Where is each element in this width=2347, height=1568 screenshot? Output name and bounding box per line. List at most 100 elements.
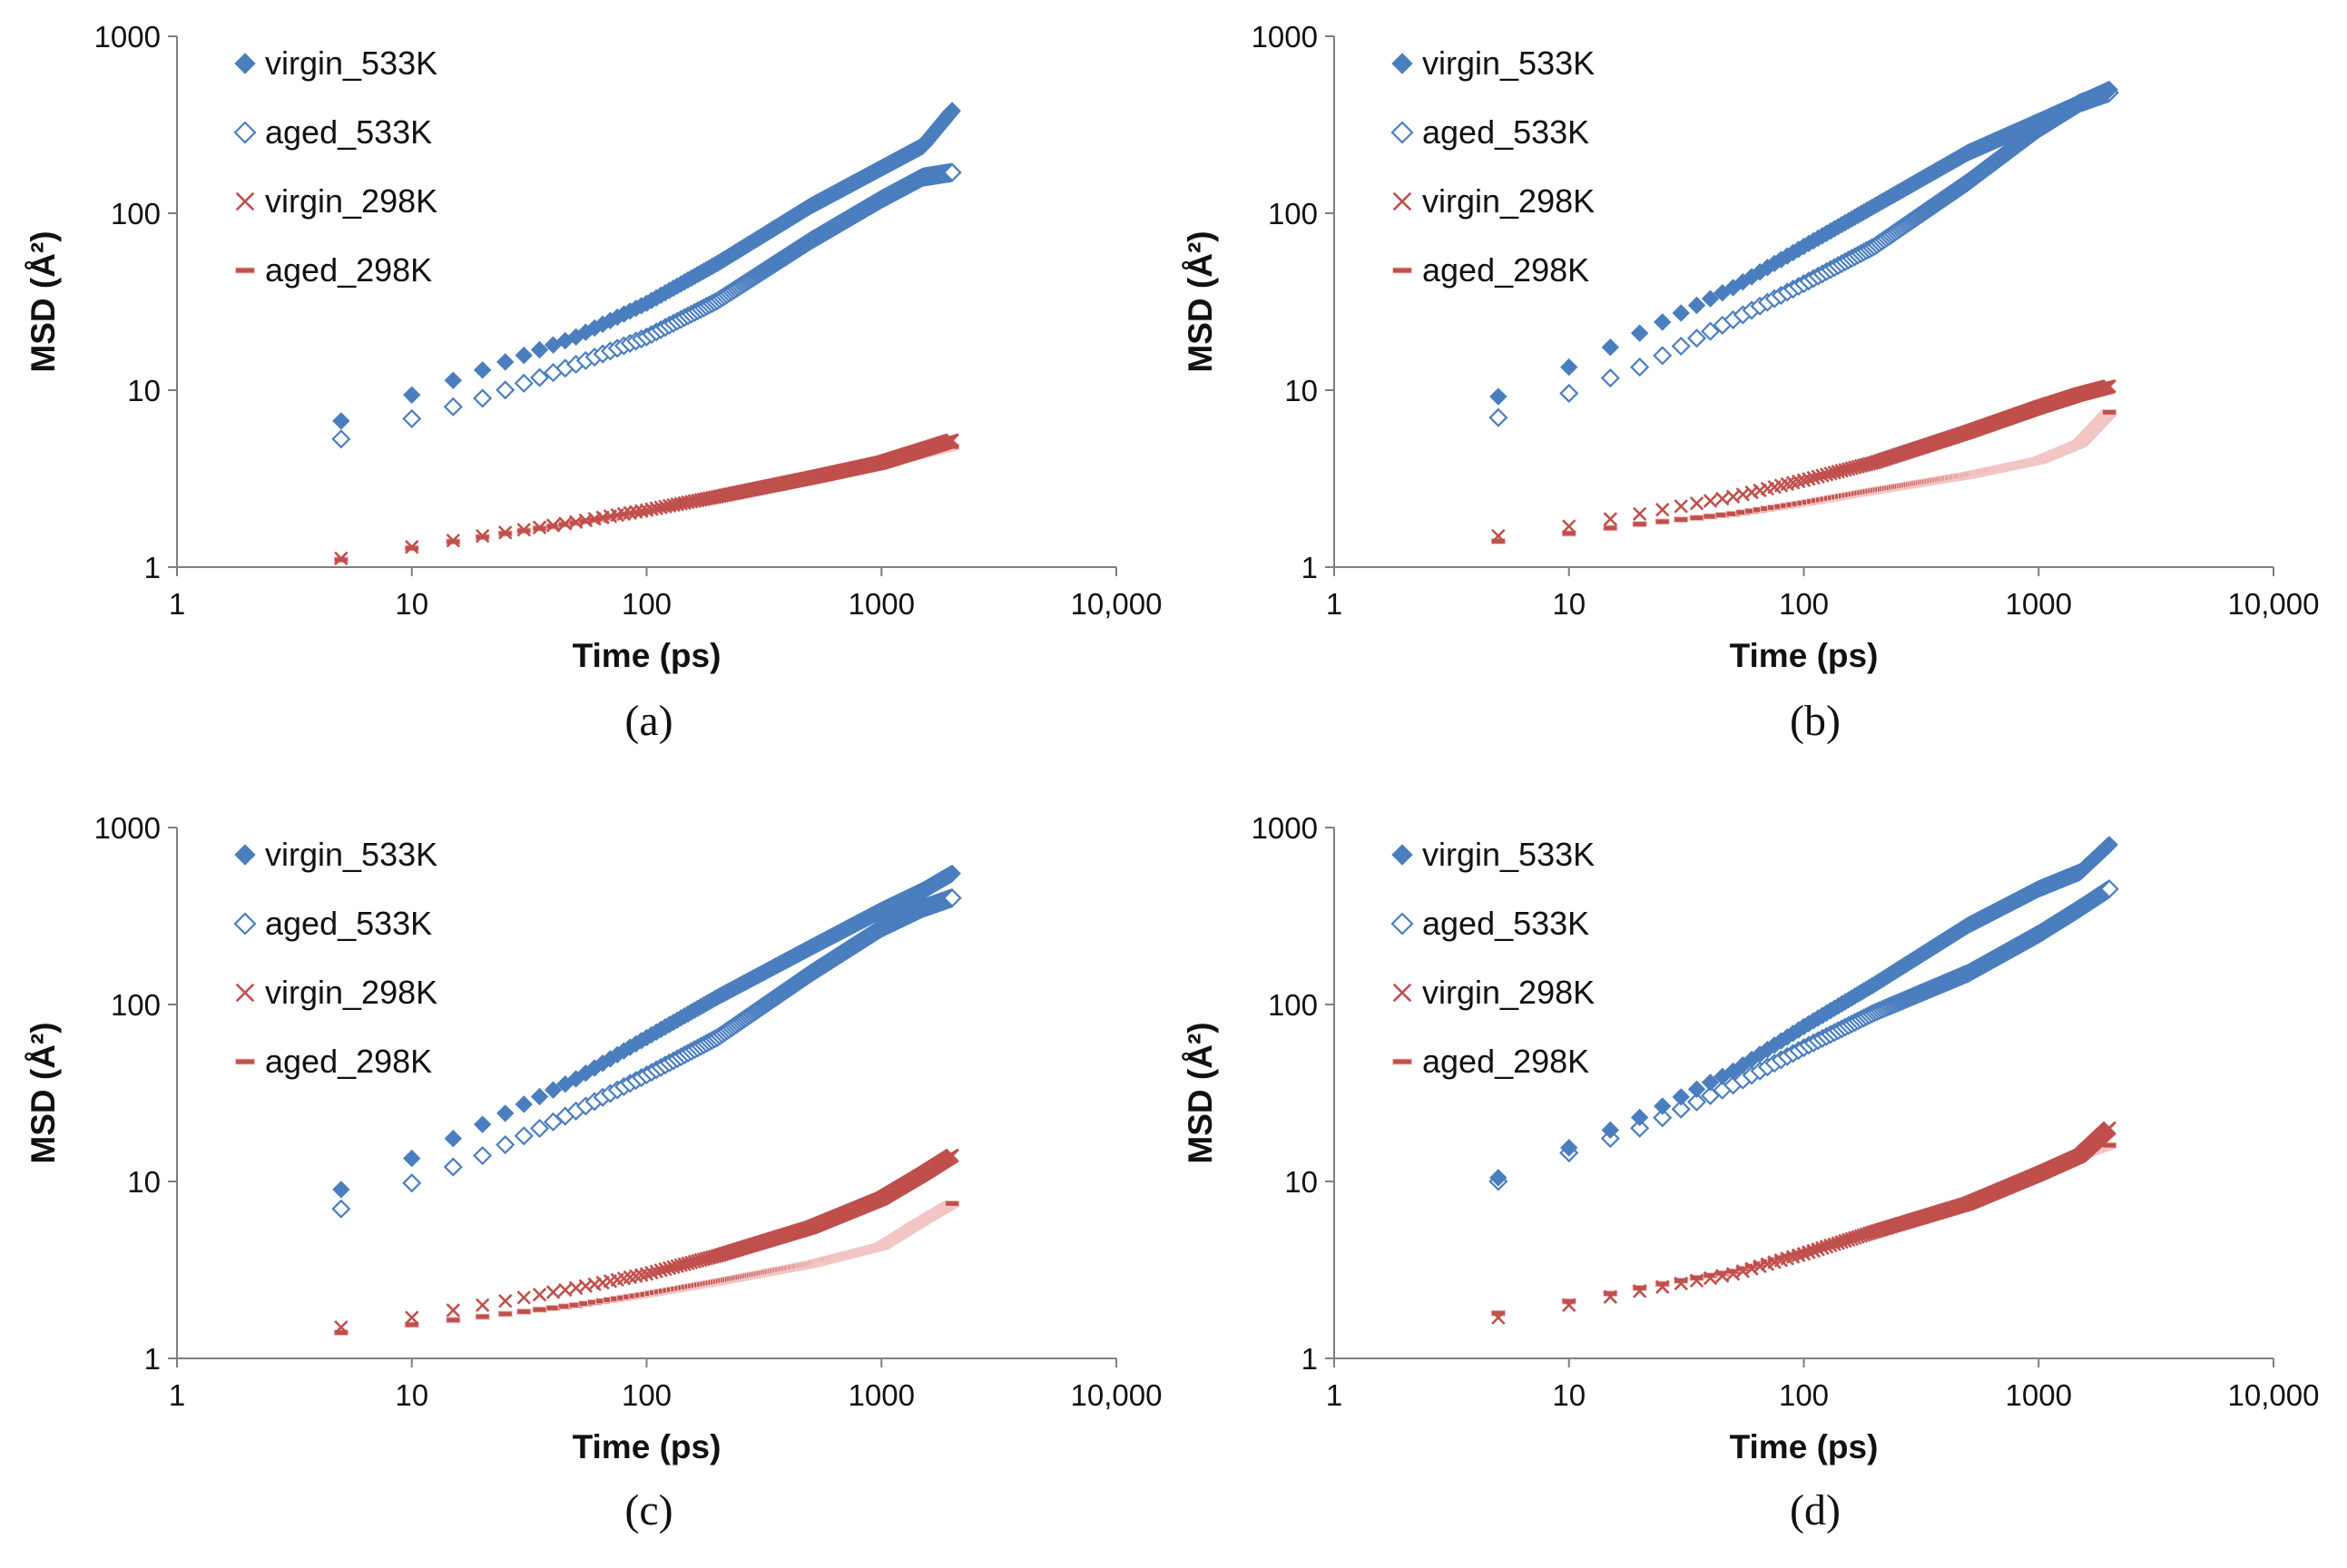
data-point	[446, 1317, 461, 1324]
x-tick-label: 1000	[2006, 587, 2072, 621]
legend-marker-aged_298K	[1392, 267, 1412, 274]
data-point	[1653, 346, 1673, 366]
x-tick-label: 1000	[849, 587, 915, 621]
data-point	[443, 397, 463, 416]
data-point	[1601, 338, 1620, 357]
data-point	[530, 340, 549, 359]
x-tick-label: 1	[169, 1378, 185, 1412]
data-point	[497, 1293, 513, 1308]
legend-marker-aged_533K	[1390, 121, 1414, 144]
legend-marker-aged_298K	[235, 267, 255, 274]
data-point	[473, 1145, 493, 1166]
data-point	[516, 1308, 532, 1315]
data-point	[516, 523, 531, 537]
data-point	[1600, 368, 1620, 388]
data-point	[496, 353, 515, 371]
data-point	[942, 162, 962, 182]
legend-marker-virgin_298K	[235, 983, 255, 1003]
x-tick-label: 10	[1552, 1378, 1586, 1412]
data-point	[403, 386, 421, 404]
legend-label: aged_533K	[265, 113, 432, 151]
y-tick-label: 1000	[1252, 20, 1318, 54]
data-point	[1674, 499, 1688, 514]
data-point	[1703, 494, 1718, 508]
data-point	[496, 380, 516, 400]
data-point	[475, 528, 490, 544]
x-tick-label: 10	[395, 1378, 428, 1412]
series-virgin_533K	[332, 102, 961, 430]
legend-label: aged_298K	[265, 1043, 432, 1080]
data-point	[444, 1129, 463, 1148]
data-point	[515, 1095, 533, 1113]
x-axis-title: Time (ps)	[573, 1428, 722, 1465]
data-point	[402, 1173, 422, 1193]
data-point	[516, 1290, 531, 1305]
x-tick-label: 10,000	[1071, 1378, 1163, 1412]
y-tick-label: 100	[111, 197, 161, 230]
data-point	[532, 520, 547, 534]
legend-label: virgin_533K	[265, 836, 437, 873]
data-point	[1603, 524, 1618, 532]
data-point	[402, 408, 422, 428]
y-tick-label: 1	[1301, 551, 1318, 584]
x-tick-label: 1	[1326, 1378, 1342, 1412]
data-point	[1674, 516, 1689, 524]
x-tick-label: 100	[622, 1378, 672, 1412]
data-point	[444, 371, 463, 389]
data-point	[334, 551, 349, 566]
data-point	[1687, 296, 1706, 315]
y-tick-label: 1	[1301, 1342, 1318, 1376]
data-point	[514, 373, 534, 393]
legend-label: aged_298K	[1422, 251, 1589, 289]
data-point	[446, 533, 461, 548]
data-point	[558, 1282, 573, 1298]
data-point	[331, 1199, 351, 1219]
y-tick-label: 10	[1284, 1165, 1318, 1199]
data-point	[1559, 383, 1579, 404]
x-tick-label: 10,000	[2228, 1378, 2320, 1412]
series-virgin_298K	[334, 1148, 959, 1335]
data-point	[1632, 521, 1647, 528]
data-point	[545, 1285, 561, 1299]
data-point	[1735, 487, 1751, 502]
x-axis-title: Time (ps)	[1730, 637, 1879, 674]
legend-marker-virgin_533K	[1391, 53, 1413, 74]
data-point	[1715, 491, 1730, 506]
data-point	[1489, 387, 1507, 406]
data-point	[331, 429, 351, 449]
y-axis-title: MSD (Å²)	[1182, 230, 1219, 372]
legend-marker-virgin_298K	[1392, 191, 1412, 211]
legend-marker-virgin_533K	[234, 844, 256, 866]
y-axis-title: MSD (Å²)	[1182, 1022, 1219, 1163]
data-point	[475, 1313, 490, 1320]
x-tick-label: 1	[1326, 587, 1342, 621]
x-axis-title: Time (ps)	[1730, 1428, 1879, 1465]
data-point	[2102, 408, 2117, 416]
x-tick-label: 1000	[2006, 1378, 2072, 1412]
data-point	[1689, 496, 1704, 511]
data-point	[1689, 514, 1704, 522]
y-axis-title: MSD (Å²)	[25, 1022, 62, 1163]
x-tick-label: 100	[1779, 587, 1829, 621]
data-point	[497, 1310, 513, 1318]
data-point	[496, 1134, 516, 1155]
data-point	[1655, 502, 1670, 517]
data-point	[529, 368, 550, 387]
x-tick-label: 10	[395, 587, 428, 621]
legend-marker-aged_298K	[235, 1058, 255, 1065]
data-point	[1603, 512, 1618, 526]
x-axis-title: Time (ps)	[573, 637, 722, 674]
x-tick-label: 10,000	[2228, 587, 2320, 621]
data-point	[1560, 358, 1578, 377]
data-point	[628, 505, 643, 519]
data-point	[405, 540, 419, 554]
data-point	[475, 1298, 490, 1313]
legend-label: aged_533K	[1422, 113, 1589, 151]
data-point	[403, 1149, 421, 1168]
data-point	[497, 525, 513, 540]
x-tick-label: 100	[622, 587, 672, 621]
data-point	[496, 1104, 515, 1122]
